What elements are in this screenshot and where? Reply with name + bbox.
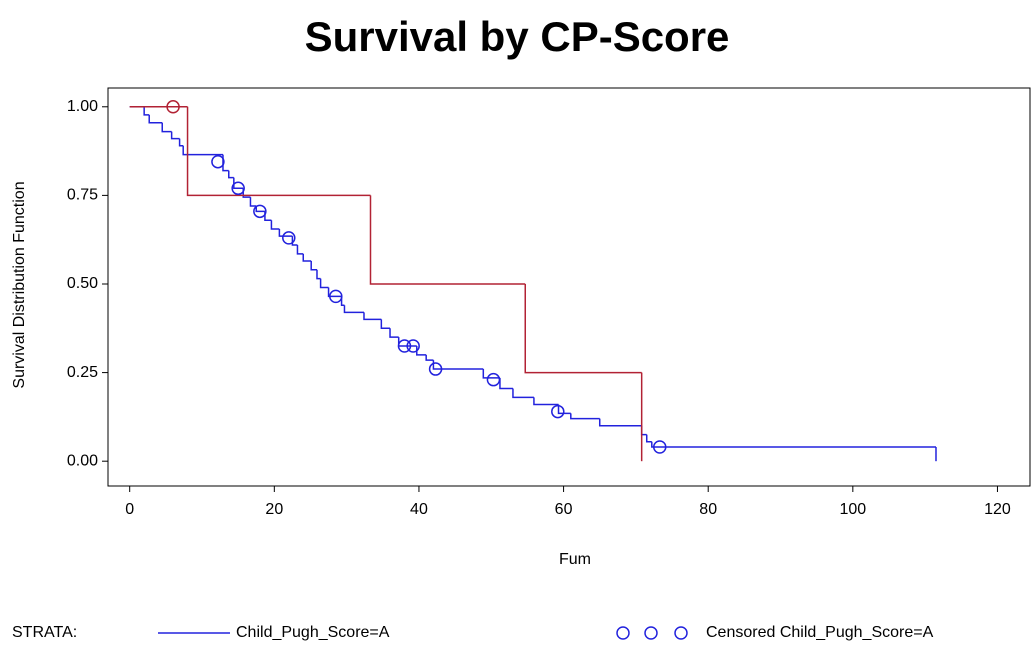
survival-step: [255, 206, 265, 213]
survival-step: [182, 145, 223, 156]
censor-mark: [406, 339, 420, 353]
survival-step: [645, 434, 652, 443]
y-tick-label: 0.75: [67, 187, 98, 204]
x-axis-label: Fum: [559, 551, 591, 568]
survival-step: [233, 177, 244, 190]
x-tick-label: 0: [125, 501, 134, 518]
legend-symbol: [616, 626, 630, 640]
survival-step: [161, 122, 172, 133]
survival-step: [278, 229, 293, 237]
survival-step: [363, 312, 382, 321]
survival-step: [143, 106, 150, 116]
survival-step: [651, 441, 936, 448]
legend-symbol: [674, 626, 688, 640]
x-tick-label: 60: [555, 501, 573, 518]
survival-step: [380, 319, 391, 330]
censor-mark: [428, 362, 443, 376]
survival-step: [343, 305, 364, 314]
survival-step: [148, 114, 163, 124]
legend-symbol: [644, 626, 658, 640]
survival-step: [482, 369, 500, 379]
survival-step: [327, 287, 342, 298]
survival-step: [425, 354, 434, 361]
x-tick-label: 100: [839, 501, 866, 518]
y-tick-label: 0.25: [67, 364, 98, 381]
x-tick-label: 20: [265, 501, 283, 518]
censor-mark: [329, 289, 343, 304]
censor-mark: [282, 231, 296, 245]
survival-step: [416, 346, 427, 356]
survival-step: [310, 260, 317, 271]
survival-step: [316, 269, 321, 280]
survival-step: [319, 278, 329, 289]
survival-step: [640, 425, 647, 436]
censor-mark: [253, 204, 267, 219]
legend-title: STRATA:: [12, 624, 77, 641]
censor-mark: [231, 181, 245, 196]
survival-step: [186, 106, 371, 197]
survival-step: [557, 404, 571, 415]
y-tick-label: 1.00: [67, 98, 98, 115]
censor-mark: [486, 372, 501, 387]
survival-step: [369, 195, 526, 285]
chart-title: Survival by CP-Score: [305, 13, 730, 60]
survival-step: [524, 283, 642, 374]
x-tick-label: 40: [410, 501, 428, 518]
plot-frame: [107, 87, 1031, 487]
x-tick-label: 80: [699, 501, 717, 518]
survival-step: [270, 220, 280, 230]
y-tick-label: 0.50: [67, 275, 98, 292]
survival-step: [178, 138, 184, 147]
survival-step: [598, 418, 642, 427]
censor-mark: [211, 154, 225, 169]
survival-step: [499, 377, 513, 390]
censor-mark: [397, 339, 412, 353]
survival-step: [249, 197, 257, 207]
y-axis-label: Survival Distribution Function: [11, 181, 28, 388]
x-tick-label: 120: [984, 501, 1011, 518]
survival-step: [291, 236, 298, 246]
y-tick-label: 0.00: [67, 452, 98, 469]
survival-step: [170, 131, 180, 140]
survival-step: [302, 253, 312, 262]
survival-step: [389, 328, 399, 338]
survival-step: [228, 170, 234, 179]
censor-mark: [551, 404, 565, 419]
legend-label: Censored Child_Pugh_Score=A: [706, 624, 934, 641]
survival-step: [533, 397, 559, 406]
survival-step: [296, 245, 304, 255]
legend-label: Child_Pugh_Score=A: [236, 624, 390, 641]
survival-step: [570, 413, 600, 420]
censor-mark: [653, 440, 667, 454]
censor-mark: [166, 100, 180, 114]
survival-step: [512, 388, 534, 399]
